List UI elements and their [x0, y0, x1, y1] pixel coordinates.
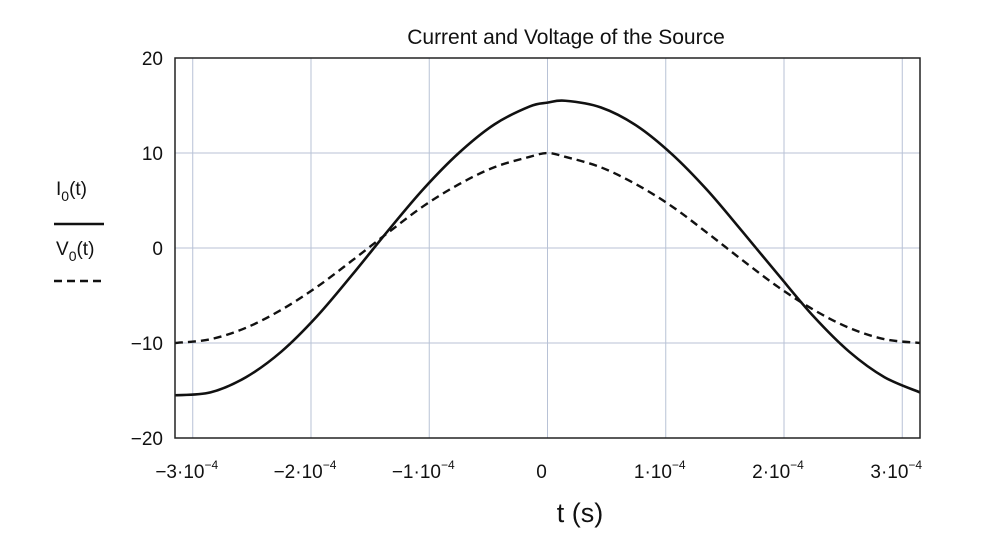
- x-tick-mantissa: 0: [536, 462, 547, 483]
- series-voltage-line: [174, 151, 921, 345]
- x-tick-label: −2·10−4: [274, 458, 337, 483]
- y-tick-label: −10: [131, 334, 163, 355]
- x-tick-label: 2·10−4: [752, 458, 804, 483]
- x-tick-label: 3·10−4: [870, 458, 922, 483]
- y-tick-label: 20: [142, 49, 163, 70]
- x-tick-exponent: −4: [790, 458, 804, 472]
- x-tick-exponent: −4: [204, 458, 218, 472]
- legend-entry-label: V0(t): [56, 239, 94, 264]
- series-layer: [174, 99, 921, 397]
- y-tick-label: 10: [142, 144, 163, 165]
- y-tick-label: −20: [131, 429, 163, 450]
- x-tick-exponent: −4: [672, 458, 686, 472]
- grid-lines: [175, 57, 920, 439]
- x-tick-mantissa: 1·10: [634, 462, 672, 483]
- x-tick-exponent: −4: [323, 458, 337, 472]
- x-tick-label: −3·10−4: [155, 458, 218, 483]
- x-tick-exponent: −4: [908, 458, 922, 472]
- x-tick-mantissa: 3·10: [870, 462, 908, 483]
- x-tick-mantissa: 2·10: [752, 462, 790, 483]
- x-tick-mantissa: −3·10: [155, 462, 204, 483]
- x-axis-label: t (s): [557, 498, 604, 528]
- legend-entry-label: I0(t): [56, 179, 87, 204]
- chart-title: Current and Voltage of the Source: [407, 26, 725, 49]
- x-tick-label: −1·10−4: [392, 458, 455, 483]
- x-tick-mantissa: −2·10: [274, 462, 323, 483]
- tick-labels: −3·10−4 −2·10−4 −1·10−4 0 1·10−4 2·10−4 3·10−4…: [131, 49, 923, 483]
- x-tick-label: 0: [536, 462, 547, 483]
- series-current-line: [174, 99, 921, 397]
- x-tick-mantissa: −1·10: [392, 462, 441, 483]
- x-tick-exponent: −4: [441, 458, 455, 472]
- y-tick-label: 0: [152, 239, 163, 260]
- x-tick-label: 1·10−4: [634, 458, 686, 483]
- plot-frame: [174, 57, 921, 439]
- legend: I0(t) V0(t): [54, 179, 104, 283]
